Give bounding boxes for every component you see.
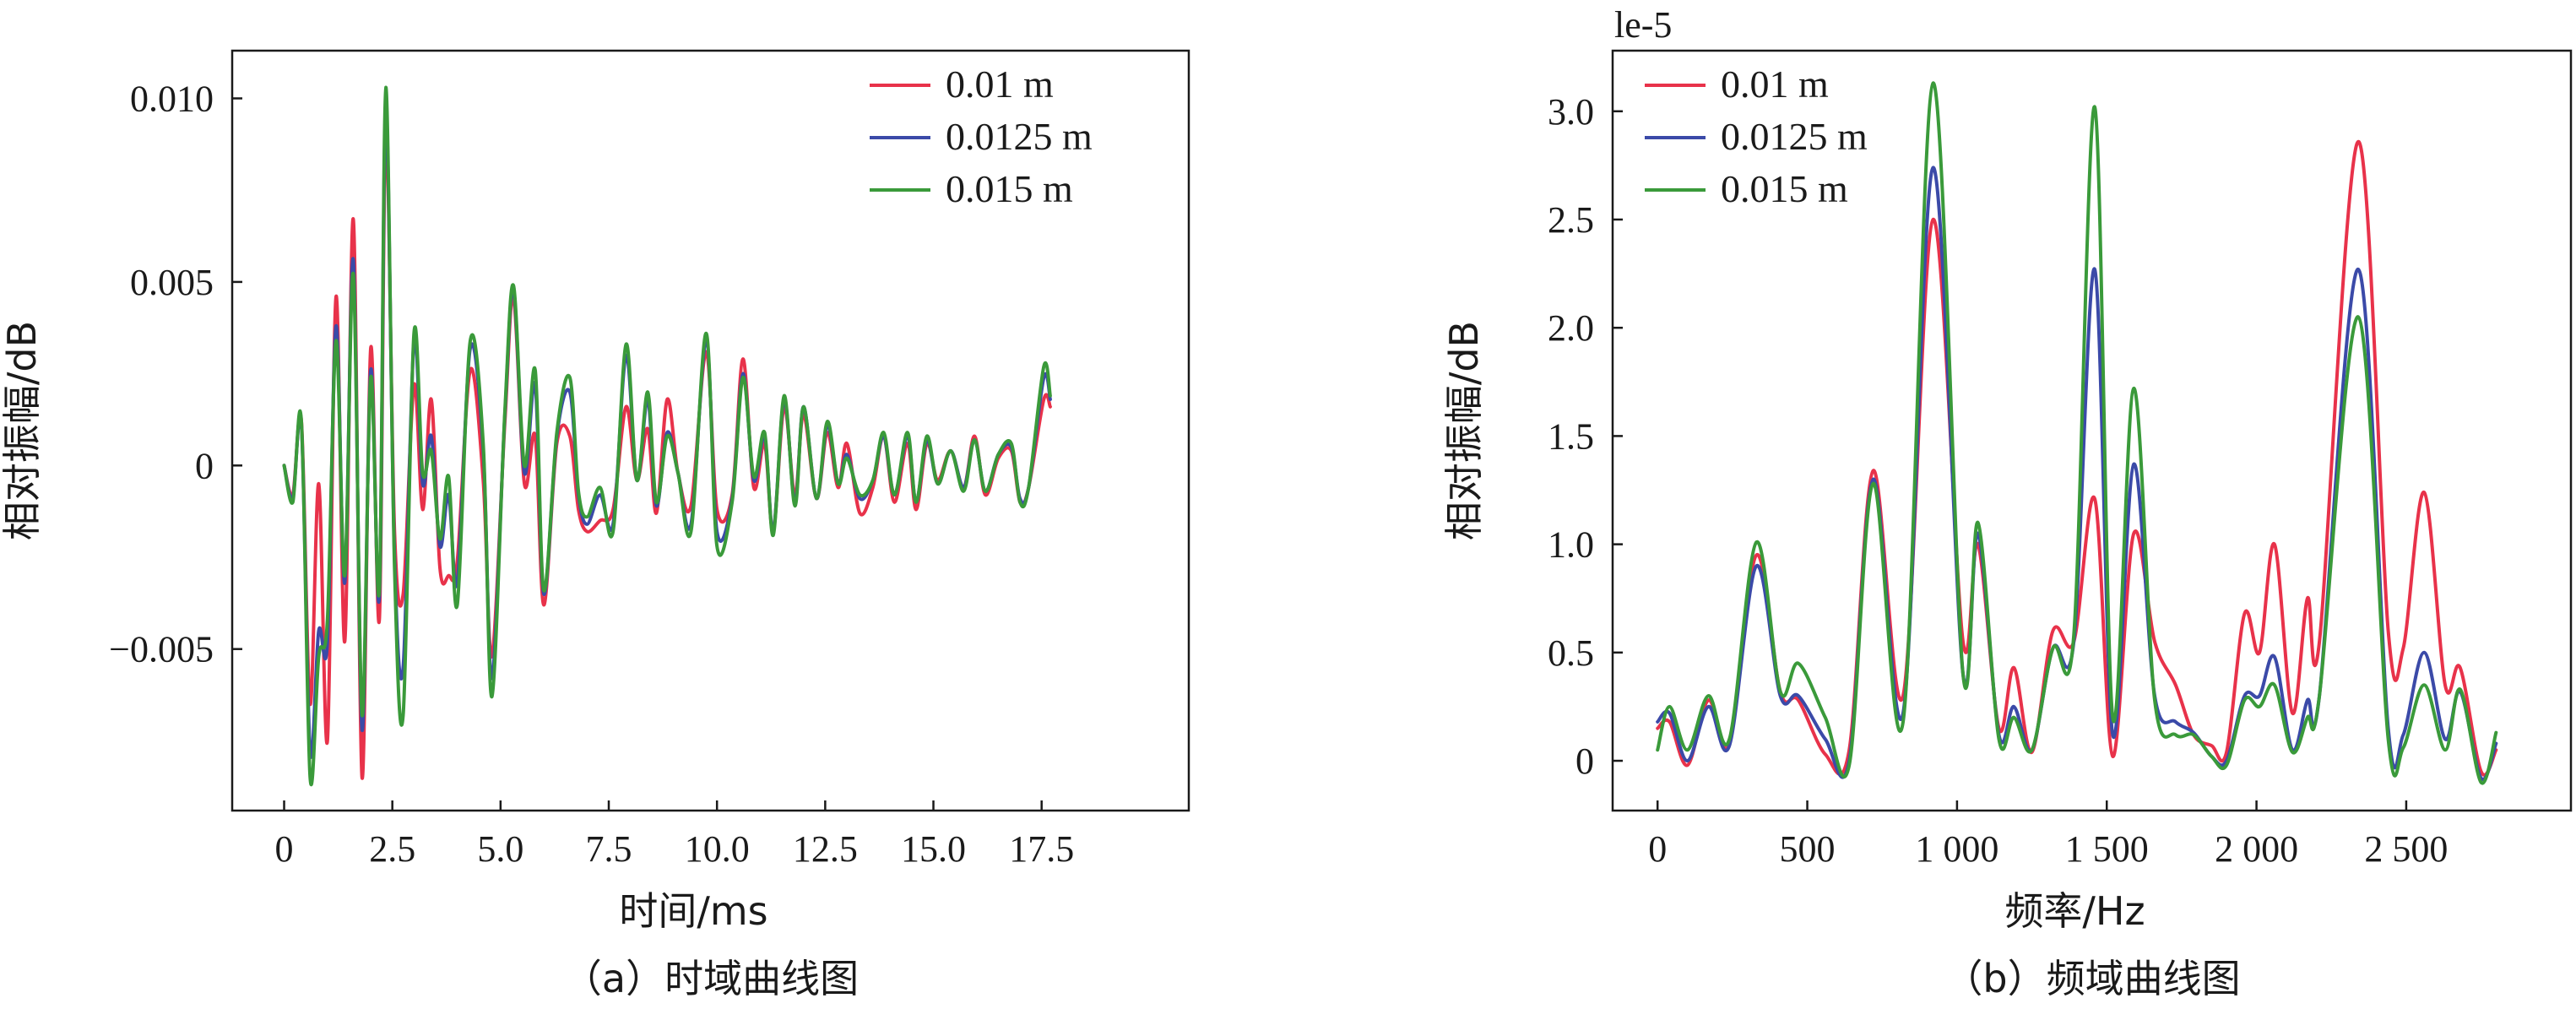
y-tick-label: 0.010 [130,79,214,120]
legend-label: 0.0125 m [946,115,1093,158]
x-axis-title: 时间/ms [619,888,767,934]
x-tick-label: 2 000 [2215,828,2298,870]
series-line-2 [282,85,1052,787]
x-tick-label: 0 [275,828,294,870]
subfigure-caption: （a）时域曲线图 [563,956,859,1001]
legend-label: 0.015 m [946,167,1073,210]
x-tick-label: 1 000 [1915,828,1998,870]
x-tick-label: 2 500 [2364,828,2448,870]
x-tick-label: 0 [1648,828,1667,870]
x-tick-label: 17.5 [1009,828,1074,870]
x-tick-label: 15.0 [901,828,966,870]
x-tick-label: 5.0 [477,828,523,870]
y-axis-title: 相对振幅/dB [1441,321,1487,540]
x-tick-label: 1 500 [2065,828,2149,870]
plot-frame [1611,49,2573,812]
y-tick-label: 0 [195,445,214,486]
series-line-2 [1656,81,2498,785]
subfigure-caption: （b）频域曲线图 [1944,956,2240,1001]
legend-label: 0.01 m [1721,62,1829,106]
y-tick-label: −0.005 [109,629,214,670]
legend: 0.01 m 0.0125 m 0.015 m [870,62,1093,210]
x-tick-label: 10.0 [685,828,750,870]
y-tick-label: 0 [1575,740,1594,782]
x-axis-title: 频率/Hz [2004,888,2145,934]
panel-frequency-domain: 0 500 1 000 1 500 2 000 2 500 0 0.5 1.0 1.5 2.0 2.5… [1441,4,2573,1001]
y-tick-label: 1.5 [1548,415,1594,457]
legend-label: 0.0125 m [1721,115,1868,158]
y-tick-label: 0.5 [1548,632,1594,674]
y-tick-label: 2.5 [1548,199,1594,241]
y-tick-label: 3.0 [1548,91,1594,133]
y-offset-label: le-5 [1614,4,1672,46]
x-tick-label: 7.5 [586,828,632,870]
x-tick-label: 500 [1780,828,1836,870]
series-line-1 [1656,165,2498,782]
y-axis-title: 相对振幅/dB [0,321,45,540]
panel-time-domain: 0 2.5 5.0 7.5 10.0 12.5 15.0 17.5 0.010 0.005 0 −0.… [0,49,1190,1001]
y-tick-label: 1.0 [1548,524,1594,566]
x-tick-label: 2.5 [369,828,415,870]
series-line-0 [1656,139,2498,777]
legend: 0.01 m 0.0125 m 0.015 m [1645,62,1868,210]
y-tick-label: 2.0 [1548,307,1594,349]
plot-frame [230,49,1190,812]
legend-label: 0.015 m [1721,167,1848,210]
x-tick-label: 12.5 [793,828,858,870]
series-line-1 [282,104,1052,759]
y-tick-label: 0.005 [130,262,214,303]
legend-label: 0.01 m [946,62,1054,106]
